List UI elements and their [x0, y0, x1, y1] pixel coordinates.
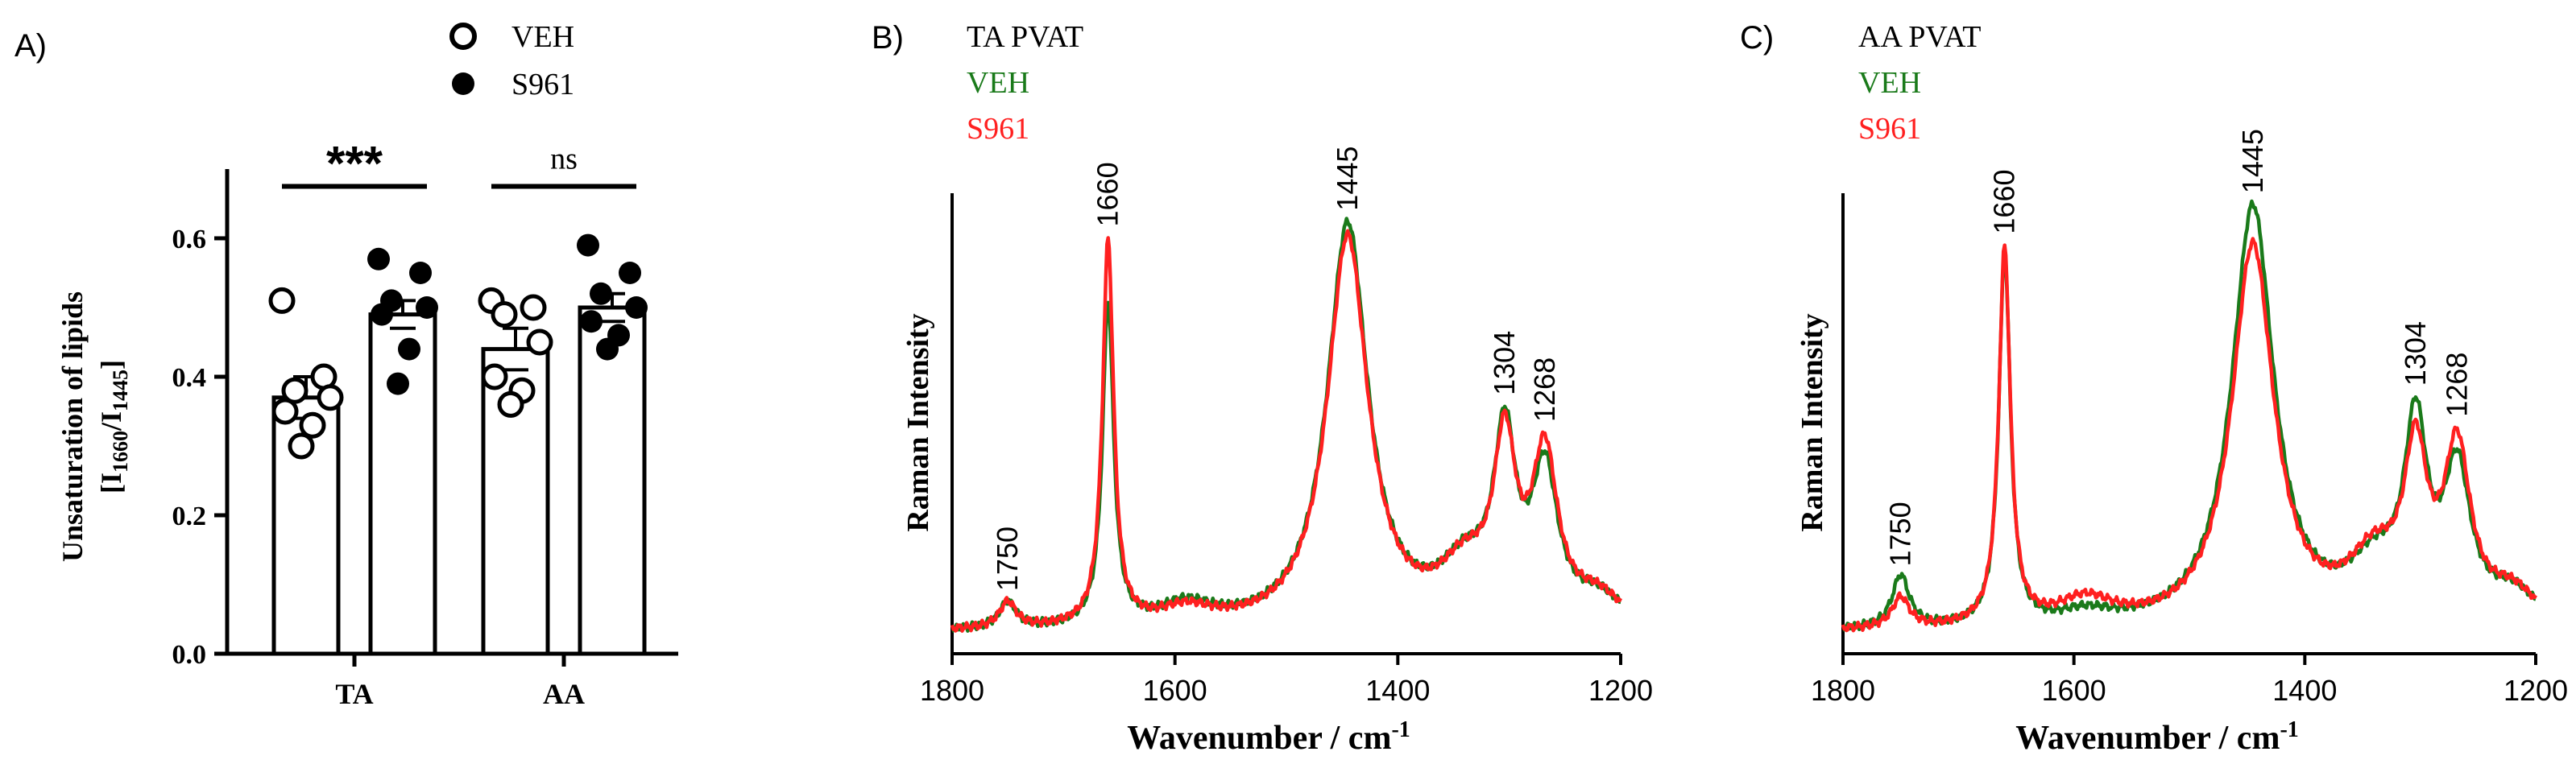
data-point: [580, 310, 603, 333]
x-tick-label: 1400: [2272, 674, 2337, 707]
peak-label: 1304: [2399, 321, 2432, 386]
panel-b-legend-s961: S961: [967, 112, 1029, 146]
panel-a-ylabel: Unsaturation of lipids: [56, 291, 89, 562]
ylabel-ratio-suffix: ]: [95, 360, 127, 370]
peak-label: 1445: [1331, 147, 1364, 211]
data-point: [281, 377, 309, 404]
ylabel-ratio-sub2: 1445: [109, 370, 132, 411]
data-point: [317, 384, 344, 411]
data-point: [299, 411, 326, 439]
data-point: [590, 282, 612, 305]
data-point: [409, 262, 432, 284]
x-tick-label: 1600: [2042, 674, 2106, 707]
panel-c-legend-veh: VEH: [1858, 66, 1921, 100]
panel-a: A) VEH S961 Unsaturation of lipids [I166…: [14, 20, 678, 710]
panel-c-label: C): [1740, 20, 1774, 56]
peak-label: 1268: [1528, 357, 1561, 422]
bar: [368, 312, 437, 656]
panel-a-bar-plot: 0.0 0.2 0.4 0.6 TA *** AA ns: [172, 137, 678, 710]
data-point: [371, 303, 393, 326]
data-point: [577, 233, 599, 257]
significance-label: ***: [326, 137, 383, 191]
x-tick-label: 1400: [1365, 674, 1430, 707]
legend-label-veh: VEH: [511, 20, 574, 54]
data-point: [497, 390, 524, 418]
y-tick-label: 0.0: [172, 640, 207, 670]
x-tick-label: 1200: [2504, 674, 2568, 707]
ylabel-ratio-mid: /I: [95, 411, 127, 432]
y-tick-label: 0.4: [172, 363, 207, 393]
panel-a-legend: VEH S961: [449, 20, 574, 101]
data-point: [526, 328, 553, 356]
legend-label-s961: S961: [511, 68, 574, 101]
peak-label: 1445: [2236, 129, 2269, 193]
legend-open-circle-icon: [449, 23, 477, 50]
data-point: [367, 247, 390, 270]
data-point: [271, 398, 299, 425]
data-point: [481, 363, 508, 390]
panel-c-xlabel: Wavenumber / cm-1: [2015, 717, 2299, 758]
data-point: [520, 294, 547, 321]
x-tick-label: 1200: [1588, 674, 1653, 707]
data-point: [398, 337, 420, 361]
x-tick-label: 1800: [1811, 674, 1875, 707]
panel-c-spectrum: 1800 1600 1400 1200 1750 1660 1445 1304 1268: [1811, 129, 2568, 707]
x-tick-label: TA: [335, 678, 373, 710]
peak-label: 1750: [1884, 502, 1917, 566]
panel-c-ylabel: Raman Intensity: [1795, 313, 1829, 531]
series-line-s961: [950, 229, 1622, 633]
data-point: [268, 287, 296, 314]
panel-a-ylabel-ratio: [I1660/I1445]: [95, 360, 132, 494]
data-point: [491, 301, 518, 328]
panel-c: C) AA PVAT VEH S961 Raman Intensity Wave…: [1740, 20, 2568, 757]
peak-label: 1268: [2441, 353, 2474, 417]
panel-b-title: TA PVAT: [967, 20, 1083, 54]
panel-b-legend-veh: VEH: [967, 66, 1029, 100]
peak-label: 1660: [1091, 162, 1124, 226]
series-line-s961: [1841, 237, 2537, 633]
panel-c-title: AA PVAT: [1858, 20, 1981, 54]
ylabel-ratio-sub1: 1660: [109, 431, 132, 473]
panel-b-label: B): [872, 20, 904, 56]
data-point: [619, 262, 641, 284]
series-line-veh: [1841, 199, 2537, 633]
data-point: [625, 296, 648, 319]
legend-filled-circle-icon: [452, 72, 474, 95]
x-tick-label: AA: [543, 678, 585, 710]
y-tick-label: 0.6: [172, 225, 207, 254]
panel-b-spectrum: 1800 1600 1400 1200 1750 1660 1445 1304 1268: [920, 147, 1653, 707]
ylabel-ratio-prefix: [I: [95, 473, 127, 494]
panel-b-ylabel: Raman Intensity: [901, 313, 935, 531]
panel-a-label: A): [14, 28, 47, 64]
peak-label: 1750: [991, 527, 1024, 591]
data-point: [288, 432, 315, 460]
bar: [578, 305, 647, 656]
y-tick-label: 0.2: [172, 502, 207, 531]
panel-b-xlabel: Wavenumber / cm-1: [1127, 717, 1410, 758]
peak-label: 1304: [1488, 331, 1521, 395]
panel-c-legend-s961: S961: [1858, 112, 1921, 146]
peak-label: 1660: [1988, 170, 2021, 234]
data-point: [416, 296, 438, 319]
data-point: [387, 372, 409, 395]
panel-b: B) TA PVAT VEH S961 Raman Intensity Wave…: [872, 20, 1653, 757]
x-tick-label: 1800: [920, 674, 984, 707]
significance-label: ns: [550, 142, 578, 176]
data-point: [596, 337, 619, 361]
x-tick-label: 1600: [1143, 674, 1207, 707]
